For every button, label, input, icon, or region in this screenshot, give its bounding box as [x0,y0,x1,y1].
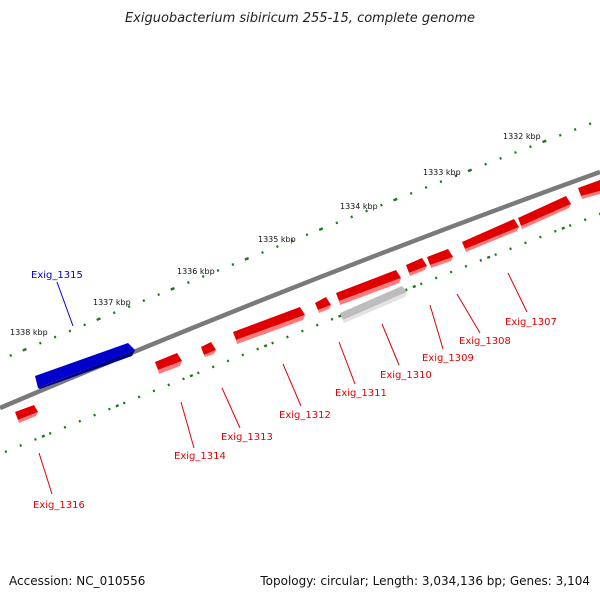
gene-exig-1312[interactable] [233,307,305,344]
ruler-label: 1338 kbp [10,328,48,337]
ruler-label: 1332 kbp [503,132,541,141]
ruler-label: 1337 kbp [93,298,131,307]
label-leaders [38,272,528,495]
topology-summary: Topology: circular; Length: 3,034,136 bp… [259,574,590,588]
gene-exig-1308[interactable] [427,249,453,268]
gene-exig-1316[interactable] [15,405,38,423]
gene-label-exig-1316[interactable]: Exig_1316 [33,500,85,511]
gene-exig-1315[interactable] [35,343,135,389]
inner-tick-ring [4,212,600,454]
ruler-label: 1333 kbp [423,168,461,177]
gene-label-exig-1314[interactable]: Exig_1314 [174,451,226,462]
gene-labels: Exig_1315 Exig_1316 Exig_1314 Exig_1313 … [31,270,557,511]
gene-features [15,180,600,423]
genome-backbone [0,169,600,411]
gene-label-exig-1312[interactable]: Exig_1312 [279,410,331,421]
accession-text: Accession: NC_010556 [9,574,145,588]
gene-exig-1309[interactable] [406,258,427,276]
gene-exig-1311[interactable] [315,297,331,313]
gene-label-exig-1313[interactable]: Exig_1313 [221,432,273,443]
gene-exig-1314[interactable] [155,353,182,374]
gene-upstream[interactable] [518,196,571,229]
gene-label-exig-1315[interactable]: Exig_1315 [31,270,83,281]
gene-label-exig-1307[interactable]: Exig_1307 [505,317,557,328]
gene-label-exig-1310[interactable]: Exig_1310 [380,370,432,381]
gene-exig-1311-body[interactable] [336,270,401,305]
gene-exig-1313[interactable] [201,342,216,357]
ruler-label: 1335 kbp [258,235,296,244]
gene-label-exig-1311[interactable]: Exig_1311 [335,388,387,399]
map-title: Exiguobacterium sibiricum 255-15, comple… [125,11,475,26]
gene-exig-1310[interactable] [340,286,407,323]
gene-label-exig-1308[interactable]: Exig_1308 [459,336,511,347]
gene-edge-partial[interactable] [578,180,600,199]
gene-exig-1307[interactable] [462,219,519,252]
gene-label-exig-1309[interactable]: Exig_1309 [422,353,474,364]
ruler-label: 1336 kbp [177,267,215,276]
ruler-labels: 1332 kbp 1333 kbp 1334 kbp 1335 kbp 1336… [10,132,541,337]
ruler-label: 1334 kbp [340,202,378,211]
